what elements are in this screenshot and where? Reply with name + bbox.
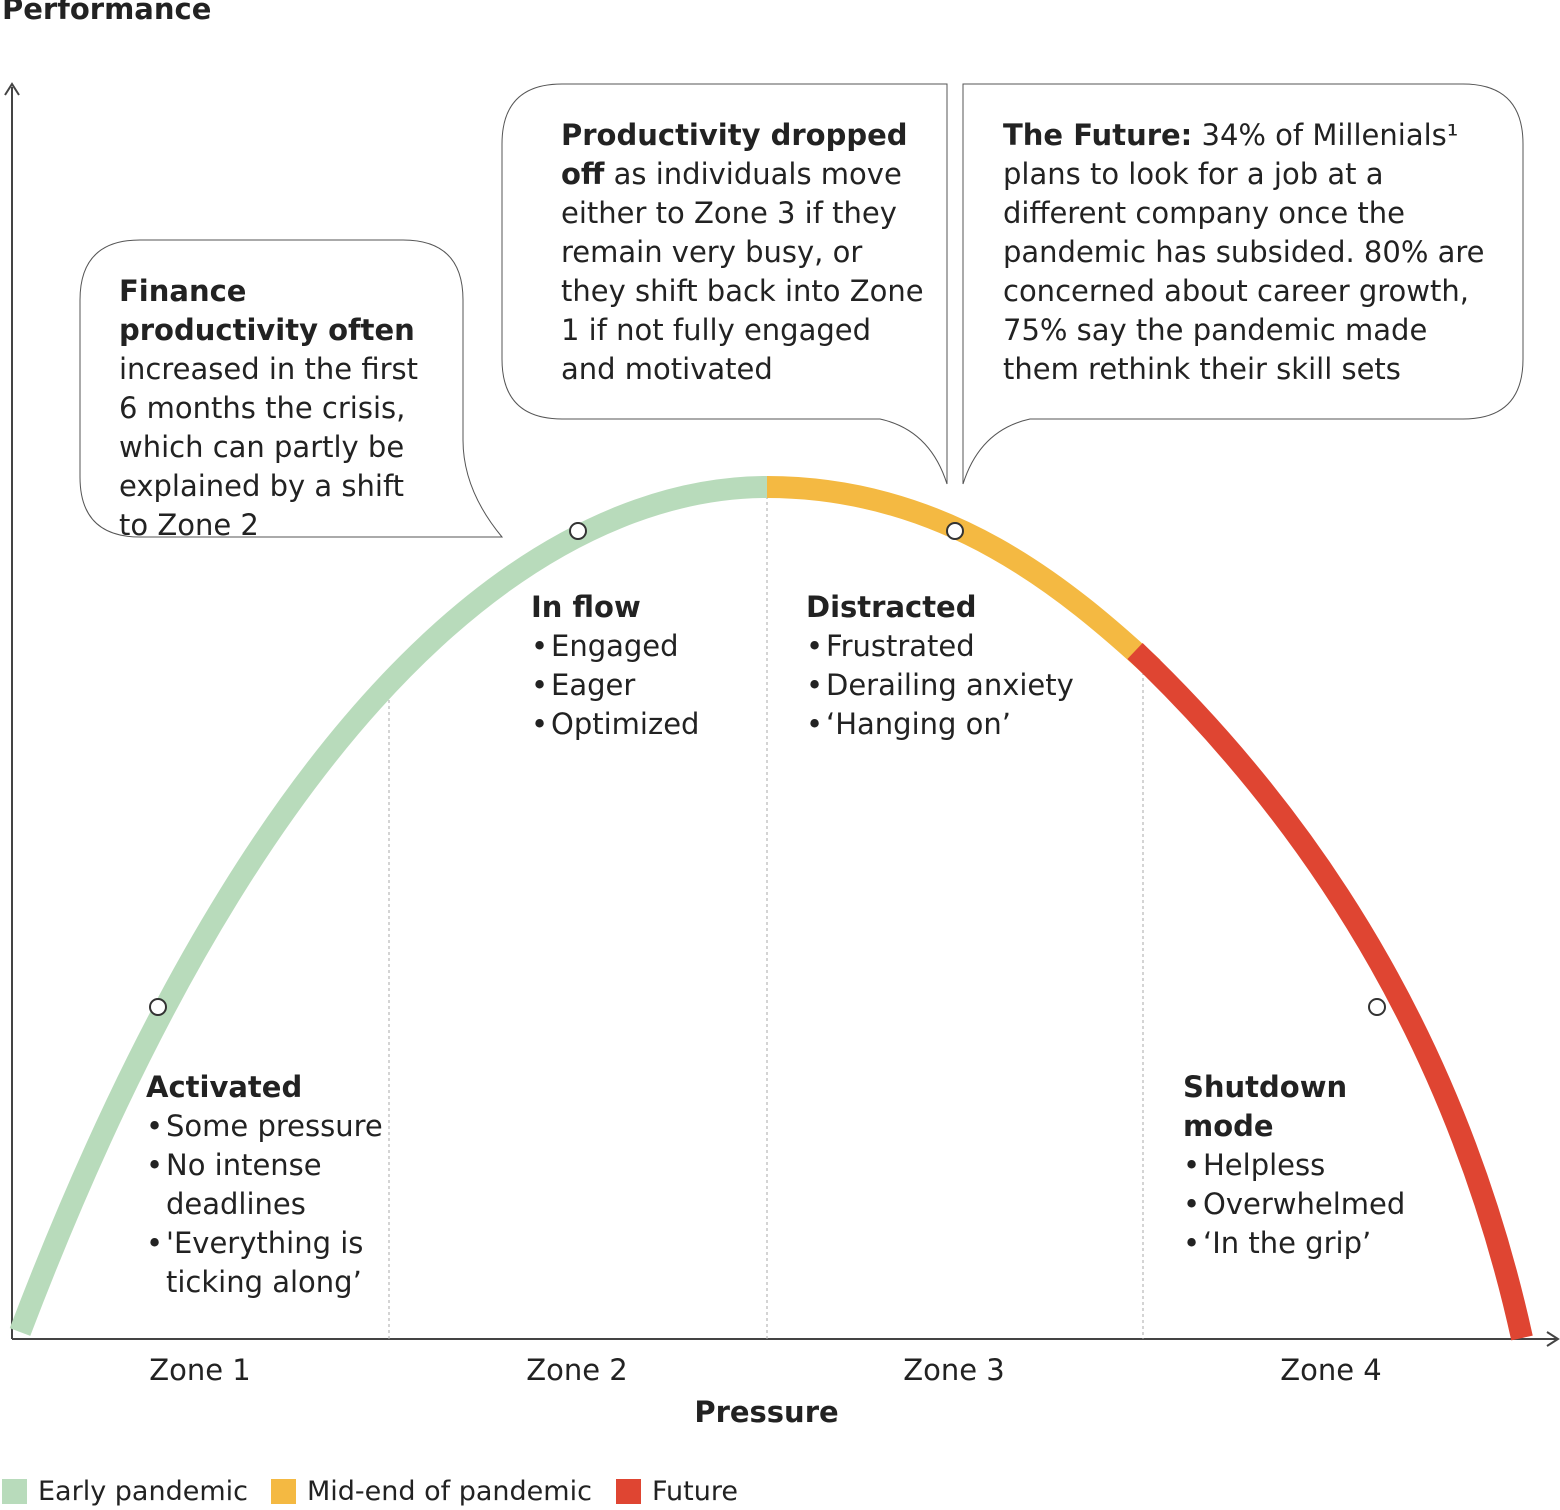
zone-2-bullet: Engaged: [531, 627, 761, 666]
finance-callout-body: increased in the first 6 months the cris…: [119, 352, 418, 542]
legend-label-early: Early pandemic: [38, 1475, 248, 1507]
legend-swatch-future: [616, 1478, 641, 1504]
productivity-callout-bold: Productivity dropped off: [561, 118, 908, 191]
legend-swatch-mid: [271, 1478, 296, 1504]
zone-3-description: Distracted Frustrated Derailing anxiety …: [806, 588, 1136, 744]
productivity-callout-bubble: [501, 83, 948, 485]
legend-swatch-early: [2, 1478, 27, 1504]
future-callout-body: 34% of Millenials¹ plans to look for a j…: [1003, 118, 1485, 386]
future-callout-bold: The Future:: [1003, 118, 1193, 152]
zone-3-bullet: Derailing anxiety: [806, 666, 1136, 705]
zone-1-title: Activated: [146, 1070, 303, 1104]
zone-2-title: In flow: [531, 590, 641, 624]
legend-mid-pandemic: Mid-end of pandemic: [271, 1473, 592, 1509]
zone-4-bullet: Helpless: [1183, 1146, 1408, 1185]
y-axis-arrow: [4, 82, 20, 96]
zone-4-marker: [1368, 998, 1386, 1016]
zone-4-bullet: ‘In the grip’: [1183, 1224, 1408, 1263]
productivity-callout-text: Productivity dropped off as individuals …: [561, 116, 931, 389]
zone-1-label: Zone 1: [149, 1353, 251, 1387]
legend-early-pandemic: Early pandemic: [2, 1473, 248, 1509]
zone-3-label: Zone 3: [903, 1353, 1005, 1387]
zone-2-marker: [569, 522, 587, 540]
zone-2-bullet: Optimized: [531, 705, 761, 744]
finance-callout-text: Finance productivity often increased in …: [119, 272, 441, 545]
legend-label-future: Future: [652, 1475, 738, 1507]
legend-label-mid: Mid-end of pandemic: [307, 1475, 592, 1507]
zone-2-description: In flow Engaged Eager Optimized: [531, 588, 761, 744]
zone-1-bullet: Some pressure: [146, 1107, 391, 1146]
y-axis-title: Performance: [2, 0, 212, 26]
zone-4-description: Shutdown mode Helpless Overwhelmed ‘In t…: [1183, 1068, 1408, 1263]
future-callout-text: The Future: 34% of Millenials¹ plans to …: [1003, 116, 1503, 389]
zone-4-label: Zone 4: [1280, 1353, 1382, 1387]
legend-future: Future: [616, 1473, 738, 1509]
zone-3-bullet: Frustrated: [806, 627, 1136, 666]
zone-3-bullet: ‘Hanging on’: [806, 705, 1136, 744]
zone-2-label: Zone 2: [526, 1353, 628, 1387]
curve-future: [1127, 643, 1533, 1341]
zone-1-marker: [149, 998, 167, 1016]
zone-3-marker: [946, 522, 964, 540]
zone-4-title: Shutdown mode: [1183, 1070, 1348, 1143]
finance-callout-bold: Finance productivity often: [119, 274, 415, 347]
x-axis-arrow: [1546, 1331, 1560, 1347]
productivity-callout-body: as individuals move either to Zone 3 if …: [561, 157, 924, 386]
x-axis-title: Pressure: [694, 1395, 839, 1429]
future-callout-bubble: [962, 83, 1524, 485]
zone-1-description: Activated Some pressure No intense deadl…: [146, 1068, 391, 1302]
curve-early-pandemic: [9, 476, 768, 1336]
zone-2-bullet: Eager: [531, 666, 761, 705]
zone-3-title: Distracted: [806, 590, 977, 624]
zone-1-bullet: 'Everything is ticking along’: [146, 1224, 391, 1302]
zone-1-bullet: No intense deadlines: [146, 1146, 391, 1224]
zone-4-bullet: Overwhelmed: [1183, 1185, 1408, 1224]
finance-callout-bubble: [79, 239, 504, 538]
